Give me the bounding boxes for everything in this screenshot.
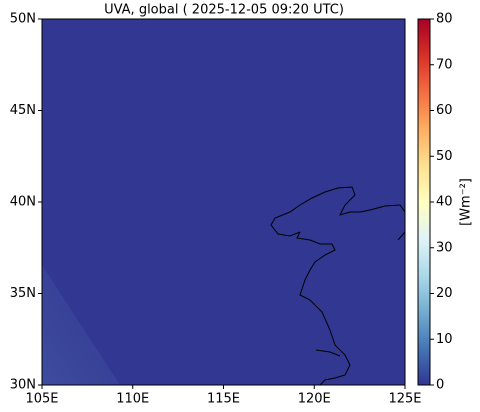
- colorbar-tick-label: 10: [436, 332, 453, 347]
- coast-korea: [397, 231, 405, 241]
- y-tick-label: 35N: [10, 286, 36, 301]
- chart-title: UVA, global ( 2025-12-05 09:20 UTC): [104, 3, 344, 18]
- colorbar-tick-label: 20: [436, 286, 453, 301]
- data-field: [42, 19, 405, 385]
- coast-east: [296, 231, 351, 385]
- colorbar: [417, 18, 431, 386]
- x-tick-label: 125E: [388, 392, 421, 407]
- field-gradient: [42, 265, 120, 385]
- x-tick-label: 105E: [25, 392, 58, 407]
- y-tick-label: 30N: [10, 378, 36, 393]
- colorbar-tick-label: 0: [436, 378, 444, 393]
- x-tick-label: 120E: [298, 392, 331, 407]
- colorbar-tick-label: 60: [436, 103, 453, 118]
- colorbar-tick-label: 40: [436, 195, 453, 210]
- coast-north: [270, 186, 405, 237]
- colorbar-tick-label: 80: [436, 12, 453, 27]
- x-tick-label: 110E: [116, 392, 149, 407]
- coast-river: [315, 349, 341, 357]
- y-tick-label: 45N: [10, 103, 36, 118]
- colorbar-tick-label: 50: [436, 149, 453, 164]
- colorbar-tick-label: 70: [436, 57, 453, 72]
- colorbar-tick-label: 30: [436, 240, 453, 255]
- coastline: [270, 186, 405, 385]
- y-tick-label: 50N: [10, 12, 36, 27]
- colorbar-label: [Wm⁻²]: [459, 178, 474, 226]
- x-tick-label: 115E: [207, 392, 240, 407]
- y-tick-label: 40N: [10, 195, 36, 210]
